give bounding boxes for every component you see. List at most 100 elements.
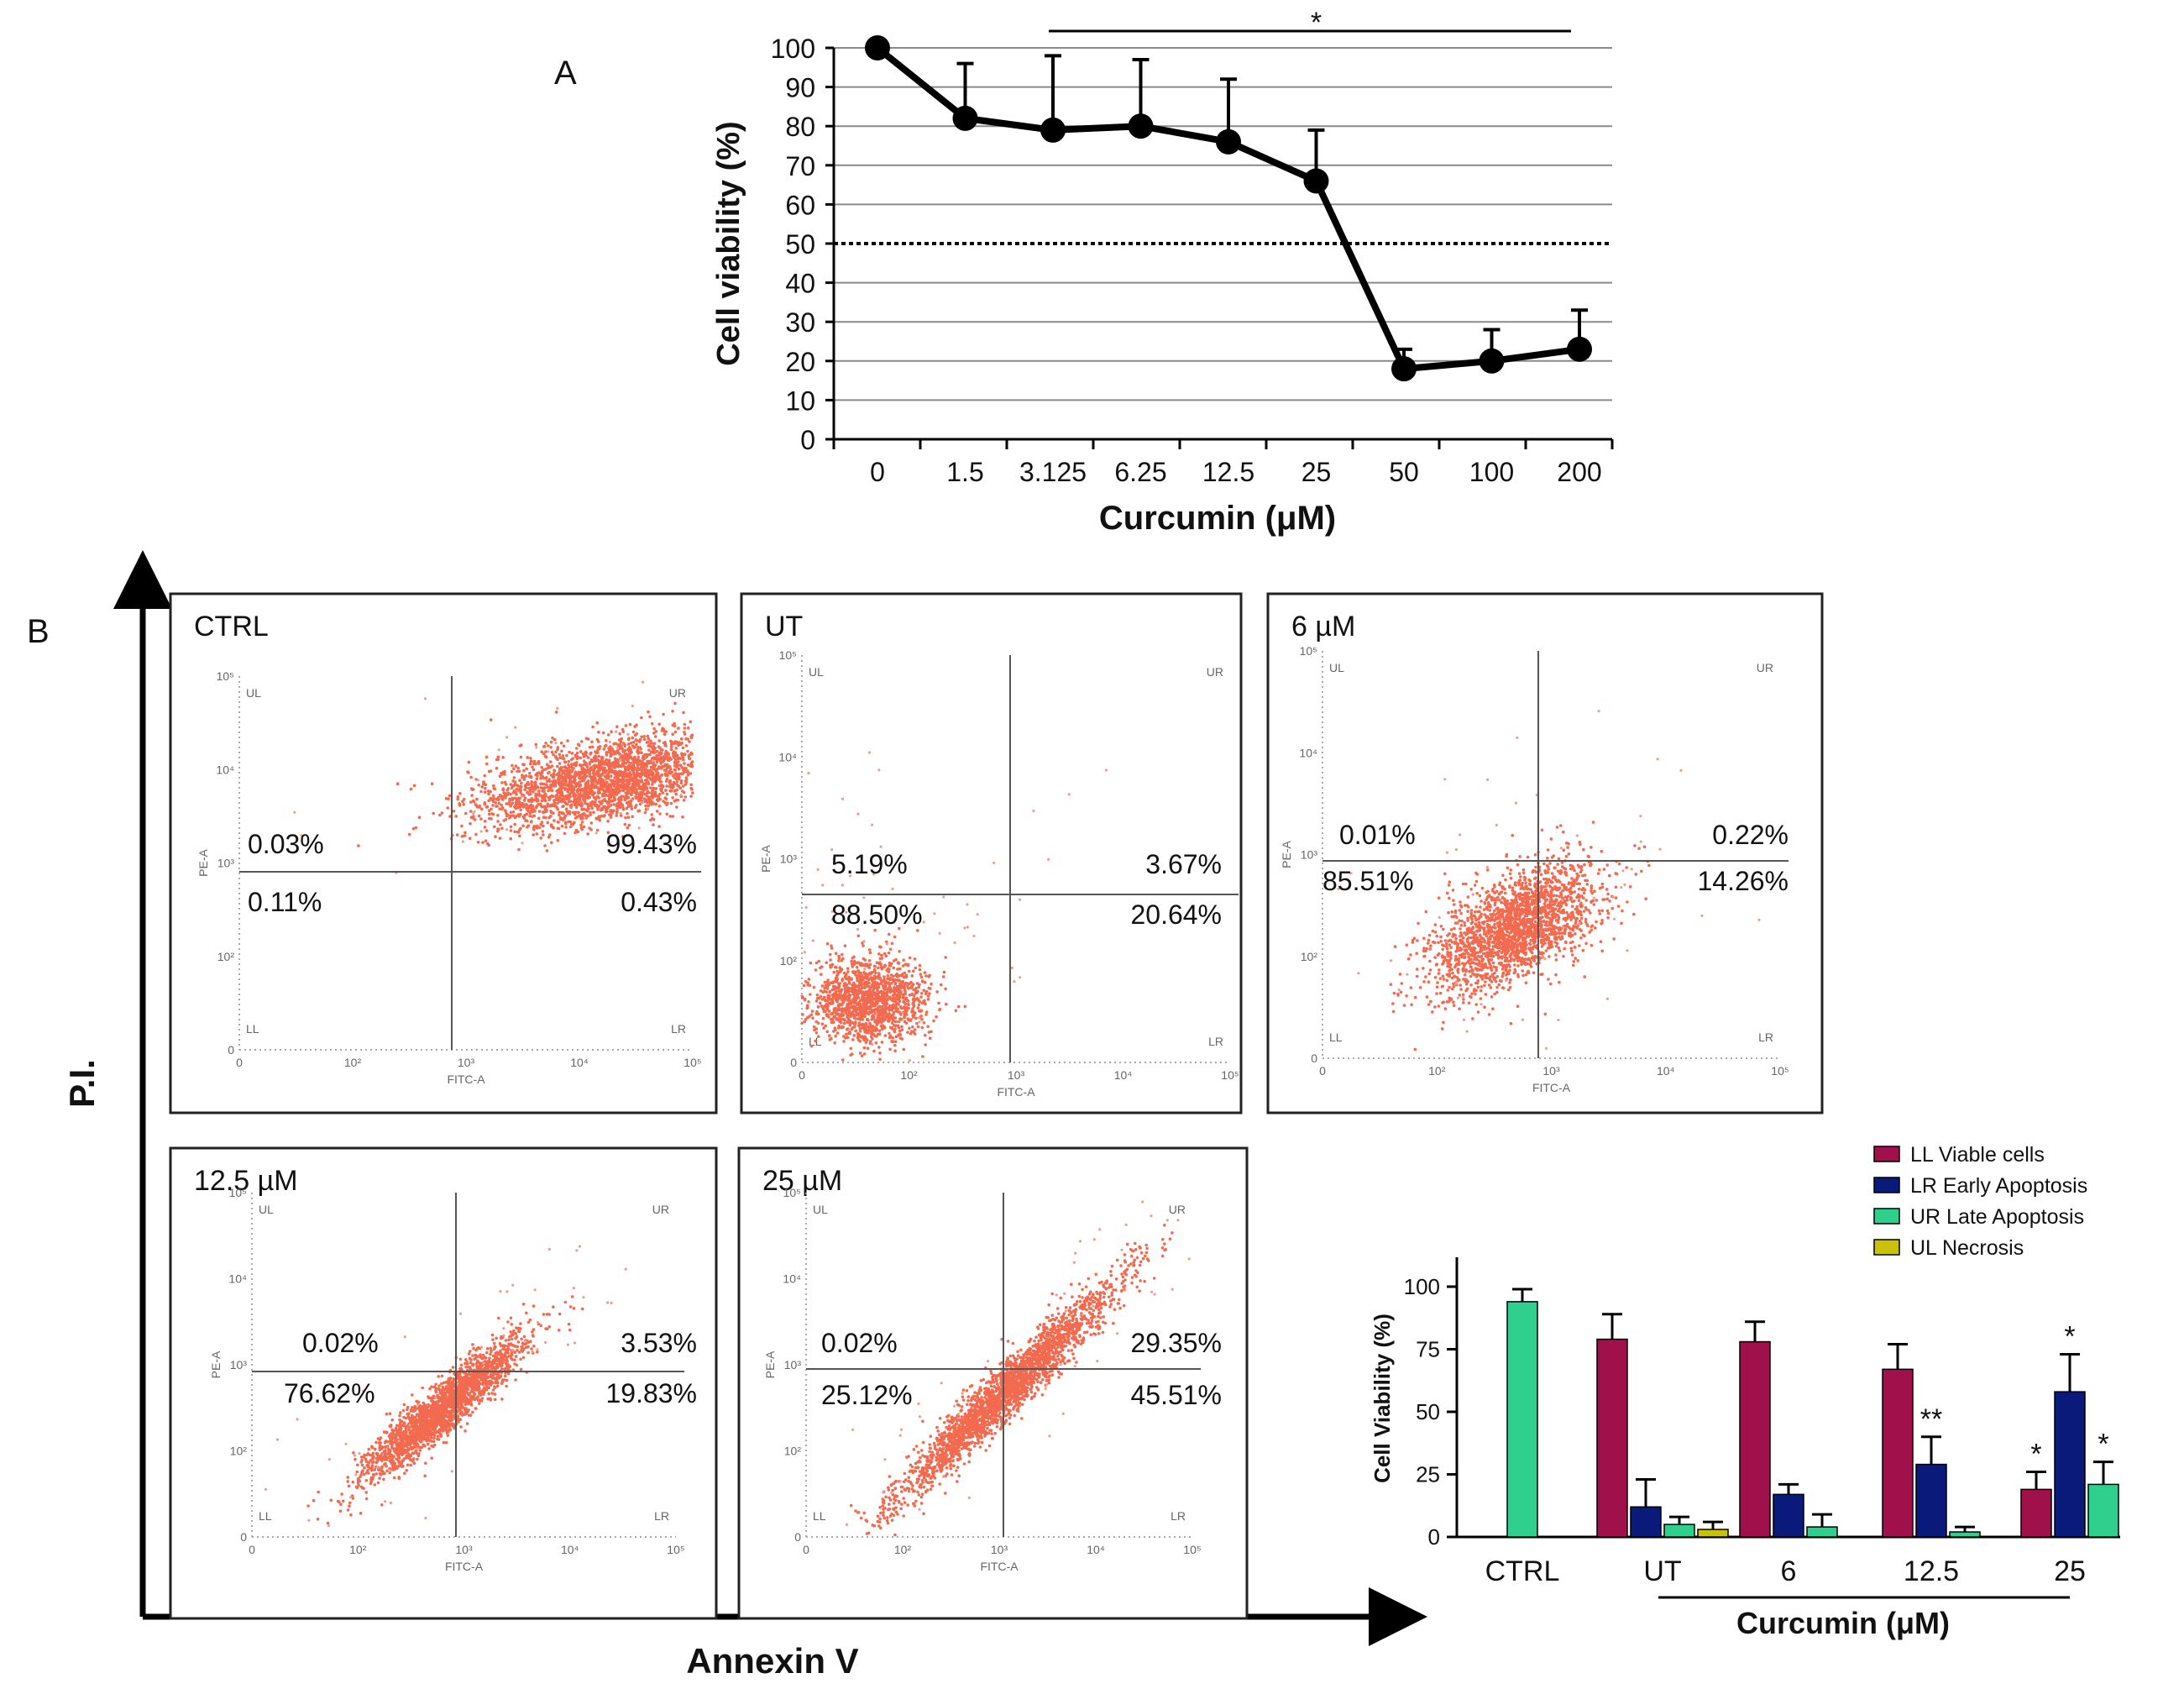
flow-event — [859, 972, 862, 975]
flow-event — [501, 798, 505, 801]
flow-event — [903, 989, 907, 992]
flow-event — [552, 753, 555, 757]
flow-event — [835, 980, 839, 983]
flow-event — [600, 779, 603, 783]
flow-event — [573, 812, 577, 816]
flow-event — [584, 789, 589, 794]
flow-event — [677, 726, 680, 730]
flow-event — [862, 944, 865, 947]
flow-event — [544, 755, 548, 759]
flow-y-tick-label: 10⁴ — [1299, 746, 1317, 759]
flow-event — [856, 969, 861, 973]
flow-event — [883, 952, 887, 956]
flow-event — [525, 767, 528, 771]
flow-event — [641, 768, 644, 772]
flow-event — [1440, 1027, 1444, 1031]
flow-event — [649, 739, 652, 742]
flow-event — [612, 742, 615, 746]
flow-event — [665, 774, 668, 778]
flow-event — [568, 785, 573, 789]
flow-event — [1581, 948, 1585, 952]
flow-event — [526, 756, 529, 759]
flow-event — [677, 743, 680, 747]
flow-event — [851, 1038, 855, 1041]
flow-event — [878, 978, 883, 981]
flow-event — [560, 792, 564, 795]
flow-event — [841, 978, 844, 983]
flow-event — [1550, 872, 1554, 875]
flow-event — [896, 984, 899, 989]
flow-event — [579, 750, 583, 753]
flow-event — [888, 995, 892, 999]
flow-event — [1441, 955, 1444, 959]
a-y-tick-label: 50 — [785, 229, 815, 260]
flow-event-sparse — [862, 940, 866, 943]
flow-event — [877, 1046, 881, 1049]
flow-event — [1391, 1002, 1395, 1005]
flow-event — [586, 814, 590, 818]
flow-event — [840, 1009, 844, 1013]
flow-event — [891, 978, 894, 981]
flow-event — [835, 969, 839, 973]
flow-event — [493, 825, 496, 829]
flow-event — [689, 753, 693, 756]
flow-event — [642, 797, 647, 800]
flow-event — [520, 804, 524, 807]
flow-event — [846, 967, 850, 970]
flow-event — [651, 783, 654, 786]
flow-event — [825, 990, 828, 994]
flow-event — [845, 973, 848, 976]
flow-event — [509, 810, 513, 815]
flow-x-tick-label: 10³ — [458, 1056, 475, 1069]
flow-event — [621, 757, 626, 760]
flow-event — [1570, 905, 1574, 908]
flow-event — [503, 773, 506, 776]
flow-event — [652, 786, 655, 790]
flow-panel-title: 6 µM — [1291, 611, 1355, 642]
flow-event — [875, 961, 879, 965]
flow-event — [846, 1031, 851, 1036]
flow-event — [846, 1027, 850, 1031]
flow-event — [566, 739, 569, 742]
flow-event — [683, 779, 688, 783]
flow-event-sparse — [966, 926, 970, 929]
flow-event — [675, 740, 678, 744]
flow-event — [526, 810, 531, 813]
flow-event — [1553, 866, 1556, 870]
flow-event — [883, 1018, 887, 1021]
flow-event-sparse — [871, 823, 874, 826]
flow-event — [532, 790, 535, 794]
flow-event — [541, 830, 545, 833]
flow-event — [690, 765, 694, 768]
flow-event — [551, 781, 555, 785]
flow-event — [487, 812, 491, 816]
flow-event — [647, 769, 651, 774]
flow-event — [503, 780, 507, 784]
flow-event — [563, 765, 566, 769]
flow-event — [484, 762, 489, 766]
flow-event — [893, 935, 897, 939]
flow-event — [912, 969, 915, 973]
flow-event — [851, 1052, 854, 1056]
flow-event-sparse — [807, 772, 810, 775]
flow-event — [856, 1024, 861, 1028]
flow-event — [876, 994, 880, 997]
flow-event — [910, 974, 914, 978]
flow-event — [681, 746, 685, 750]
flow-event — [820, 984, 825, 988]
flow-event — [573, 780, 577, 784]
flow-event — [469, 800, 473, 804]
flow-event — [646, 779, 650, 784]
flow-event-sparse — [816, 868, 820, 871]
flow-x-tick-label: 10³ — [1542, 1064, 1560, 1078]
flow-event — [1466, 919, 1469, 922]
flow-event — [602, 770, 606, 774]
flow-event — [1555, 894, 1558, 898]
flow-event — [624, 816, 627, 820]
flow-event — [689, 795, 693, 798]
flow-event — [621, 770, 626, 774]
flow-event — [681, 753, 684, 757]
flow-event — [843, 983, 847, 988]
flow-event — [631, 797, 635, 800]
flow-pct-lr: 0.43% — [621, 887, 697, 917]
